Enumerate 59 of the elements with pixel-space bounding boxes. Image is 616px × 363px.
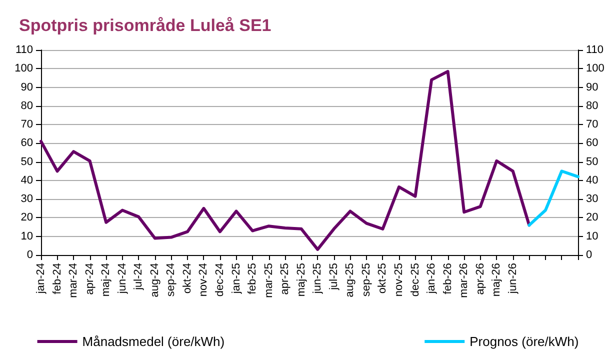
y2-tick-label: 50: [586, 156, 598, 168]
y-tick-label: 80: [20, 100, 33, 112]
y-tick-label: 100: [14, 62, 33, 75]
y2-tick-label: 100: [586, 62, 604, 75]
x-tick-label: maj-24: [100, 263, 112, 297]
legend-label: Prognos (öre/kWh): [470, 334, 579, 349]
y2-tick-label: 40: [586, 174, 598, 186]
legend-label: Månadsmedel (öre/kWh): [82, 334, 225, 349]
x-tick-label: jul-25: [328, 263, 340, 291]
x-tick-label: feb-26: [442, 263, 454, 294]
y-tick-label: 10: [20, 230, 33, 242]
x-tick-label: nov-25: [393, 263, 405, 297]
x-tick-label: okt-24: [181, 263, 194, 294]
x-tick-label: dec-24: [214, 263, 226, 297]
y2-tick-label: 70: [586, 118, 598, 131]
y-tick-label: 90: [20, 81, 33, 94]
x-tick-label: mar-24: [68, 263, 80, 298]
y-tick-label: 0: [26, 249, 33, 261]
x-tick-label: aug-24: [148, 263, 161, 298]
x-tick-label: mar-25: [262, 263, 275, 298]
y2-tick-label: 90: [586, 81, 598, 94]
x-tick-label: feb-24: [51, 263, 64, 294]
line-series: [40, 70, 531, 251]
x-tick-label: nov-24: [198, 263, 210, 297]
x-tick-label: apr-24: [84, 263, 96, 295]
x-tick-label: mar-26: [458, 263, 470, 298]
x-tick-label: jan-24: [35, 263, 47, 295]
x-tick-label: maj-25: [295, 263, 308, 297]
y2-tick-label: 30: [586, 193, 598, 206]
y-tick-label: 30: [20, 193, 33, 206]
y-tick-label: 50: [20, 156, 33, 168]
x-tick-label: jul-24: [132, 263, 145, 291]
x-tick-label: jun-26: [506, 263, 519, 295]
x-tick-label: jun-25: [312, 263, 324, 295]
y-tick-label: 40: [20, 174, 33, 186]
y2-tick-label: 110: [586, 44, 604, 56]
x-tick-label: jan-25: [230, 263, 242, 295]
y2-tick-label: 20: [586, 212, 598, 224]
x-tick-label: feb-25: [246, 263, 259, 294]
x-tick-label: apr-25: [279, 263, 292, 295]
x-tick-label: jun-24: [116, 263, 128, 295]
x-tick-label: maj-26: [490, 263, 503, 297]
y2-tick-label: 60: [586, 137, 598, 150]
chart-title: Spotpris prisområde Luleå SE1: [19, 16, 272, 35]
y2-tick-label: 10: [586, 230, 598, 242]
x-tick-label: okt-25: [376, 263, 389, 294]
line-series: [528, 170, 580, 227]
x-tick-label: sep-24: [165, 263, 178, 297]
y-tick-label: 20: [20, 212, 33, 224]
x-tick-label: apr-26: [474, 263, 486, 295]
y-tick-label: 70: [20, 118, 33, 131]
x-tick-label: dec-25: [409, 263, 422, 297]
x-tick-label: aug-25: [344, 263, 356, 298]
x-tick-label: sep-25: [360, 263, 372, 297]
y-tick-label: 110: [15, 44, 33, 56]
y2-tick-label: 0: [586, 249, 592, 261]
y-tick-label: 60: [20, 137, 33, 150]
x-tick-label: jan-26: [426, 263, 438, 295]
y2-tick-label: 80: [586, 100, 598, 112]
